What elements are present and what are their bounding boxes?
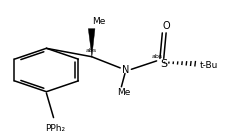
Text: abs: abs <box>85 48 96 53</box>
Polygon shape <box>88 29 95 57</box>
Text: N: N <box>123 65 130 75</box>
Text: Me: Me <box>117 88 130 97</box>
Text: Me: Me <box>92 17 106 26</box>
Text: abs: abs <box>152 53 163 59</box>
Text: PPh₂: PPh₂ <box>45 124 65 133</box>
Text: O: O <box>163 21 170 31</box>
Text: S: S <box>160 59 167 69</box>
Text: t-Bu: t-Bu <box>200 61 218 70</box>
